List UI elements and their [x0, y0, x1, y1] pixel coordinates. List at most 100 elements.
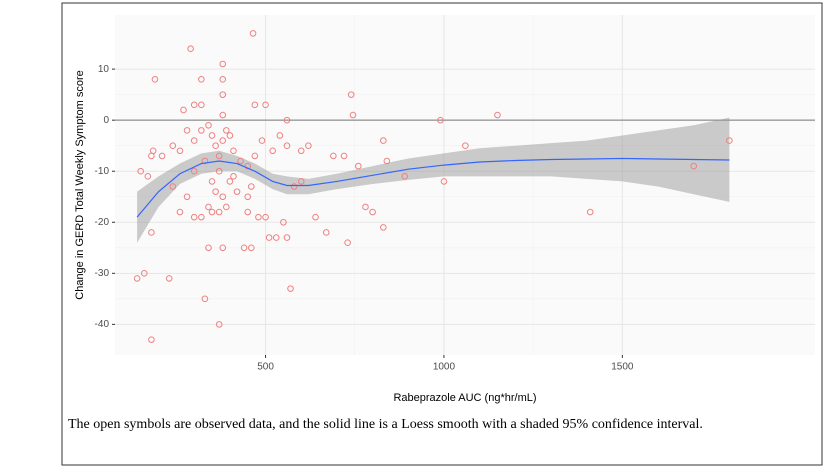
data-point: [247, 183, 255, 190]
data-point: [283, 142, 291, 149]
y-tick-label: -40: [95, 319, 110, 330]
data-point: [258, 137, 266, 144]
data-point: [215, 152, 223, 160]
x-tick-label: 1000: [433, 362, 456, 373]
data-point: [251, 152, 259, 160]
data-point: [240, 244, 248, 252]
data-point: [208, 208, 216, 216]
data-point: [379, 224, 387, 231]
data-point: [262, 101, 269, 109]
data-point: [201, 157, 209, 165]
data-point: [219, 91, 227, 98]
data-point: [219, 76, 227, 83]
data-point: [198, 76, 205, 83]
y-tick-label: 10: [98, 64, 110, 75]
data-point: [215, 321, 223, 328]
data-point: [208, 132, 216, 139]
data-point: [269, 147, 276, 155]
data-point: [349, 111, 357, 119]
data-point: [262, 213, 269, 221]
data-point: [190, 167, 198, 175]
data-point: [223, 127, 230, 134]
data-point: [219, 111, 227, 119]
data-point: [190, 101, 198, 109]
y-axis-title: Change in GERD Total Weekly Symptom scor…: [74, 70, 86, 299]
data-point: [190, 137, 198, 144]
data-point: [219, 244, 227, 252]
data-point: [223, 203, 230, 211]
data-point: [362, 203, 369, 211]
data-point: [198, 101, 205, 109]
data-point: [255, 213, 262, 221]
data-point: [283, 116, 291, 124]
data-point: [347, 91, 355, 98]
data-point: [169, 183, 177, 190]
data-point: [586, 208, 594, 216]
data-point: [144, 173, 152, 180]
data-point: [247, 244, 255, 252]
data-point: [280, 218, 287, 226]
x-axis-title: Rabeprazole AUC (ng*hr/mL): [393, 392, 536, 404]
data-point: [201, 295, 209, 303]
y-tick-label: 0: [103, 115, 109, 126]
data-point: [297, 147, 305, 155]
data-point: [219, 193, 227, 201]
data-point: [494, 111, 501, 119]
data-point: [205, 244, 212, 252]
x-tick-label: 500: [257, 362, 274, 373]
data-point: [183, 127, 191, 134]
data-point: [140, 270, 148, 277]
data-point: [233, 188, 241, 195]
data-point: [283, 234, 291, 241]
data-point: [230, 147, 237, 155]
data-point: [690, 162, 697, 170]
data-point: [219, 60, 227, 68]
data-point: [215, 208, 223, 216]
data-point: [187, 45, 194, 52]
data-point: [244, 162, 252, 170]
y-tick-label: -10: [95, 166, 110, 177]
data-point: [355, 162, 362, 170]
data-point: [205, 203, 212, 211]
data-point: [169, 142, 177, 149]
loess-line: [136, 157, 730, 218]
data-point: [190, 213, 198, 221]
data-point: [287, 285, 294, 292]
data-point: [151, 76, 159, 83]
y-tick-label: -20: [95, 217, 110, 228]
data-point: [212, 188, 219, 195]
caption: The open symbols are observed data, and …: [68, 417, 703, 432]
data-point: [272, 234, 280, 241]
data-point: [379, 137, 387, 144]
data-point: [249, 30, 257, 37]
confidence-band: [137, 117, 730, 243]
data-point: [176, 147, 184, 155]
data-point: [244, 193, 252, 201]
data-point: [148, 229, 155, 236]
data-point: [369, 208, 376, 216]
data-point: [180, 106, 187, 114]
data-point: [148, 152, 155, 160]
data-point: [265, 234, 273, 241]
data-point: [726, 137, 733, 144]
data-point: [212, 142, 219, 149]
data-point: [208, 178, 216, 185]
data-point: [305, 142, 312, 149]
data-point: [297, 178, 305, 185]
data-point: [290, 183, 298, 190]
data-point: [322, 229, 330, 236]
data-point: [237, 157, 244, 165]
frame: [61, 2, 823, 466]
data-point: [462, 142, 469, 149]
data-point: [344, 239, 351, 246]
data-point: [226, 132, 234, 139]
data-point: [158, 152, 166, 160]
data-point: [230, 173, 237, 180]
data-point: [148, 336, 155, 343]
data-point: [340, 152, 348, 160]
data-point: [251, 101, 259, 109]
data-point: [312, 213, 319, 221]
data-point: [440, 178, 448, 185]
data-point: [215, 167, 223, 175]
